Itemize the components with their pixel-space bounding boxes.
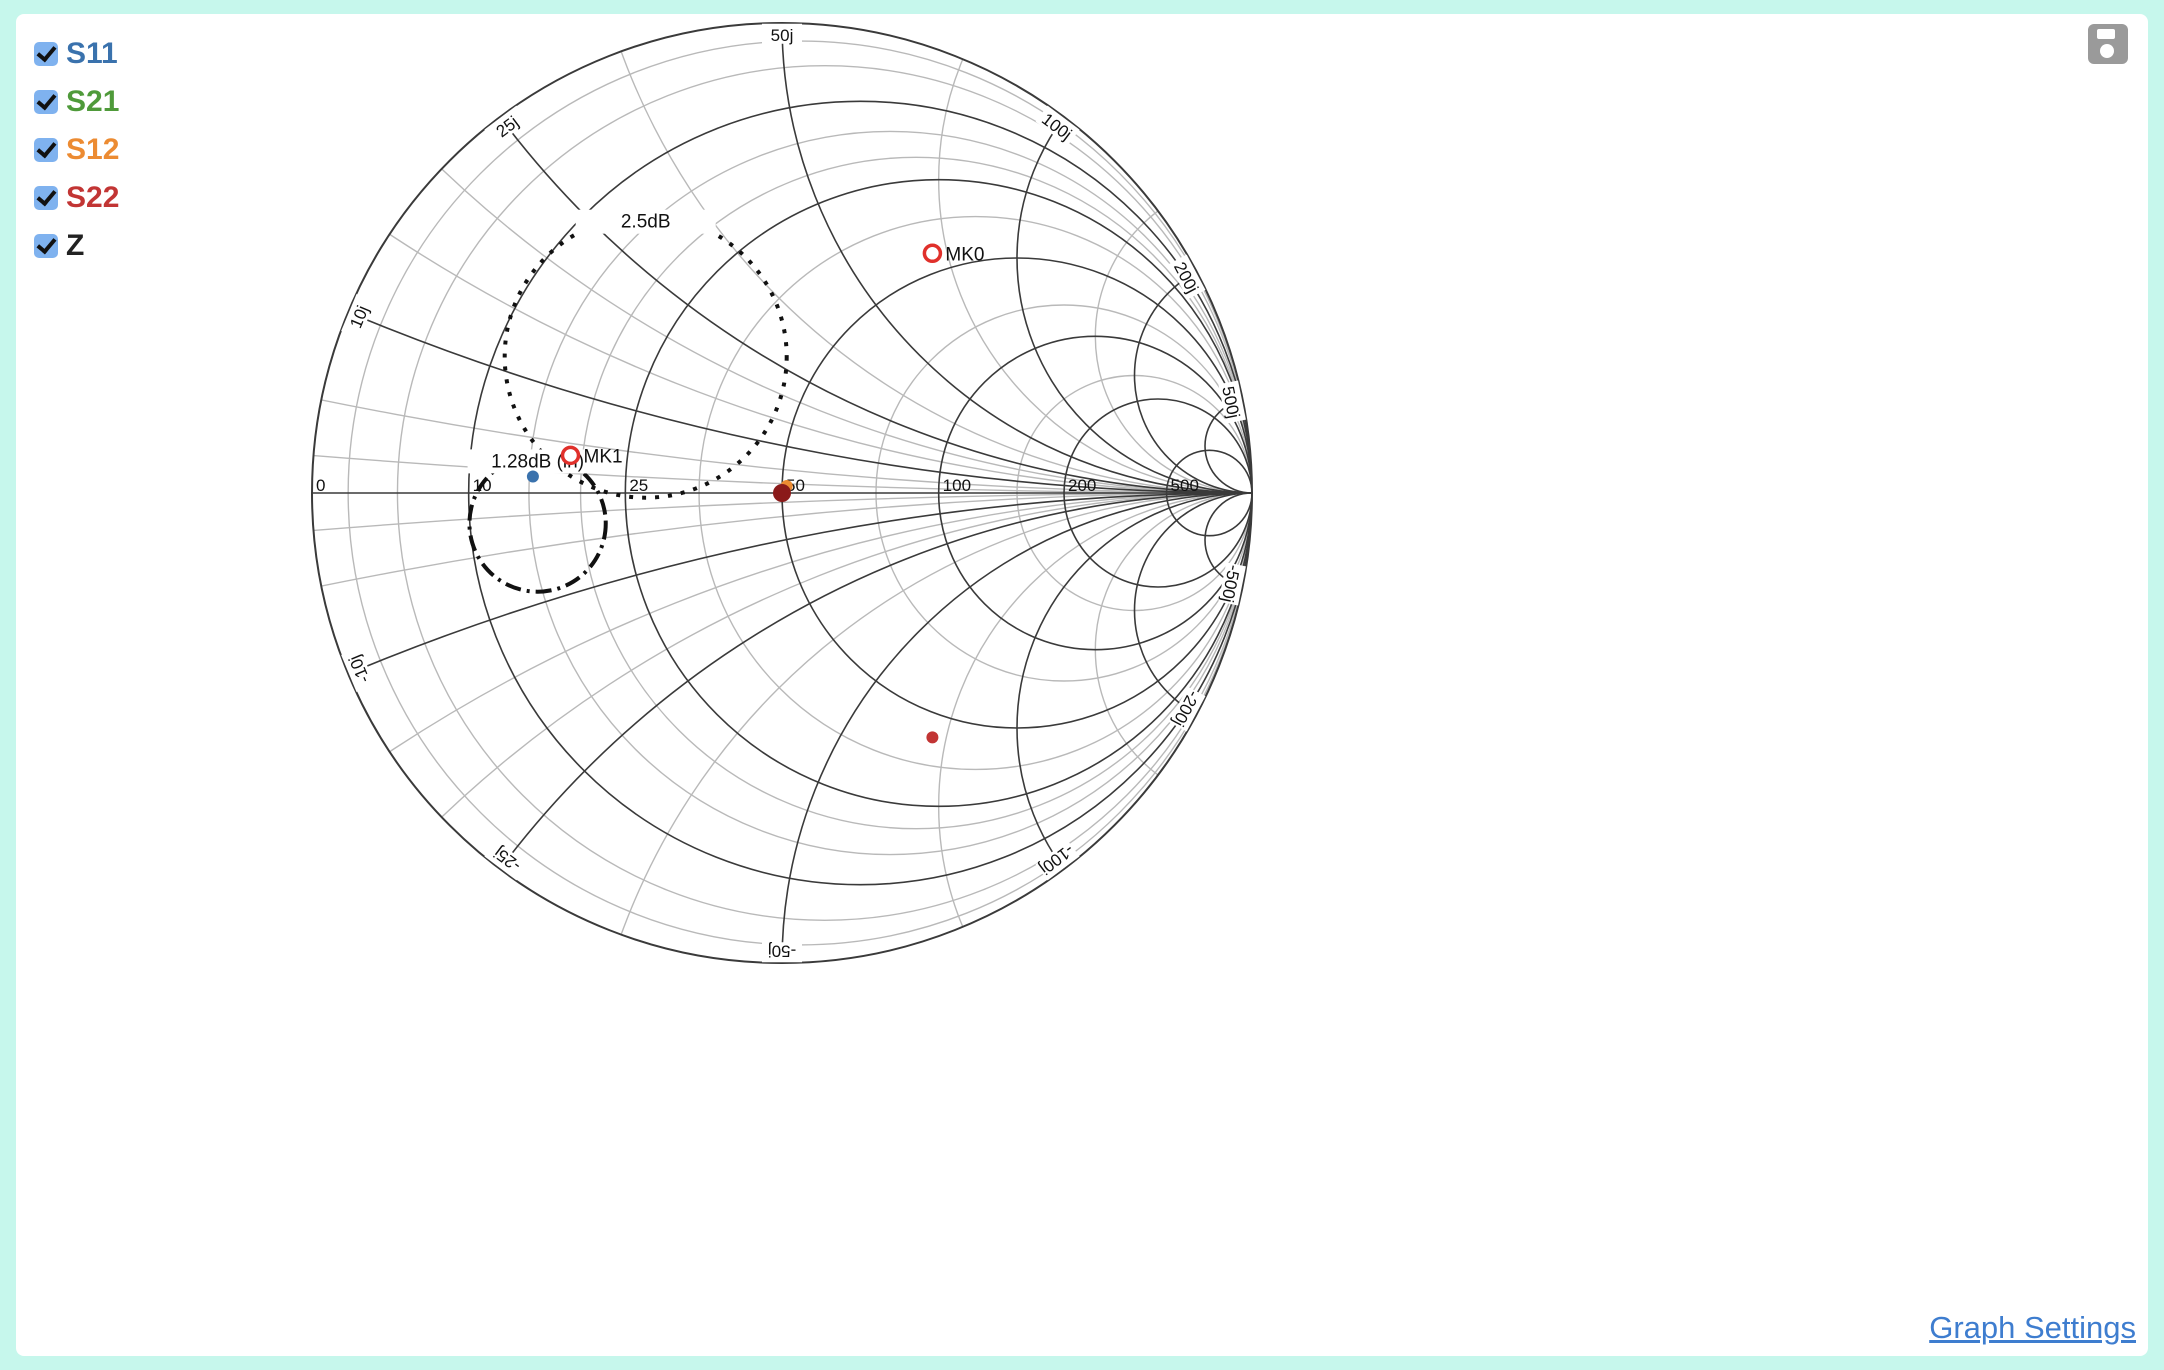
reactance-arc (1133, 257, 1252, 494)
marker-ring (922, 243, 943, 264)
reactance-tick-label: -50j (768, 941, 796, 960)
reactance-arc (312, 492, 1252, 963)
legend-label: S11 (66, 37, 118, 70)
reactance-label-bg (1035, 105, 1080, 146)
reactance-arc-minor (937, 492, 1252, 963)
legend-label: S21 (66, 85, 120, 118)
legend-item-z[interactable]: Z (34, 222, 119, 270)
legend-label: S22 (66, 181, 120, 214)
unit-circle (311, 22, 1253, 964)
floppy-disk-hub (2100, 44, 2114, 58)
reactance-arc (1016, 23, 1252, 494)
save-button[interactable] (2088, 24, 2128, 64)
reactance-label-bg (1218, 380, 1246, 424)
reactance-arc-minor (1094, 178, 1252, 494)
reactance-label-bg (1035, 840, 1080, 881)
series-legend: S11 S21 S12 S22 Z (34, 30, 119, 270)
reactance-label-bg (484, 840, 529, 881)
reactance-arc-minor (579, 492, 1252, 963)
reactance-arc (781, 492, 1252, 963)
gain-circle-label: 2.5dB (621, 212, 671, 233)
checkbox-checked-icon[interactable] (34, 186, 58, 210)
marker-label: MK0 (945, 244, 984, 265)
reactance-label-bg (341, 647, 375, 692)
resistance-tick-label: 200 (1068, 476, 1096, 495)
reactance-arc (1204, 492, 1252, 588)
gain-circle-label-bg (467, 449, 608, 474)
checkbox-checked-icon[interactable] (34, 138, 58, 162)
resistance-tick-label: 100 (943, 476, 971, 495)
reactance-tick-label: 50j (771, 26, 794, 45)
smith-chart: 0 10 25 50 100 200 50010j25j50j100j200j500j-10… (311, 22, 1253, 964)
reactance-label-bg (762, 942, 802, 963)
reactance-arc-minor (1094, 492, 1252, 808)
reactance-label-bg (484, 105, 529, 146)
legend-item-s22[interactable]: S22 (34, 174, 119, 222)
checkbox-checked-icon[interactable] (34, 90, 58, 114)
gain-circle-label-bg (575, 209, 716, 234)
reactance-arc (1016, 492, 1252, 963)
reactance-label-bg (1168, 686, 1206, 732)
reactance-label-bg (1168, 254, 1206, 300)
marker-label: MK1 (584, 446, 623, 467)
legend-item-s11[interactable]: S11 (34, 30, 119, 78)
reactance-label-bg (762, 23, 802, 44)
legend-item-s21[interactable]: S21 (34, 78, 119, 126)
resistance-tick-label: 0 (316, 476, 325, 495)
graph-settings-link[interactable]: Graph Settings (1929, 1310, 2136, 1345)
floppy-disk-icon (2097, 29, 2115, 39)
reactance-arc-minor (312, 492, 1252, 963)
resistance-tick-label: 500 (1171, 476, 1199, 495)
checkbox-checked-icon[interactable] (34, 234, 58, 258)
reactance-arc (1204, 398, 1252, 494)
reactance-arc (1133, 492, 1252, 729)
data-point-z (773, 484, 791, 502)
reactance-arc-minor (312, 492, 1252, 963)
marker-ring (560, 445, 581, 466)
graph-panel: 0 10 25 50 100 200 500 10j 25j 50j 100j 200j 500j -10… (16, 14, 2148, 1356)
resistance-tick-label: 25 (629, 476, 648, 495)
reactance-label-bg (341, 294, 376, 339)
data-point-s11 (526, 470, 539, 483)
legend-label: S12 (66, 133, 120, 166)
legend-item-s12[interactable]: S12 (34, 126, 119, 174)
checkbox-checked-icon[interactable] (34, 42, 58, 66)
reactance-arc-minor (312, 492, 1252, 963)
data-point-s22 (926, 731, 939, 744)
legend-label: Z (66, 229, 85, 262)
reactance-arc-minor (937, 23, 1252, 494)
reactance-arc-minor (312, 492, 1252, 963)
reactance-label-bg (1218, 562, 1246, 606)
